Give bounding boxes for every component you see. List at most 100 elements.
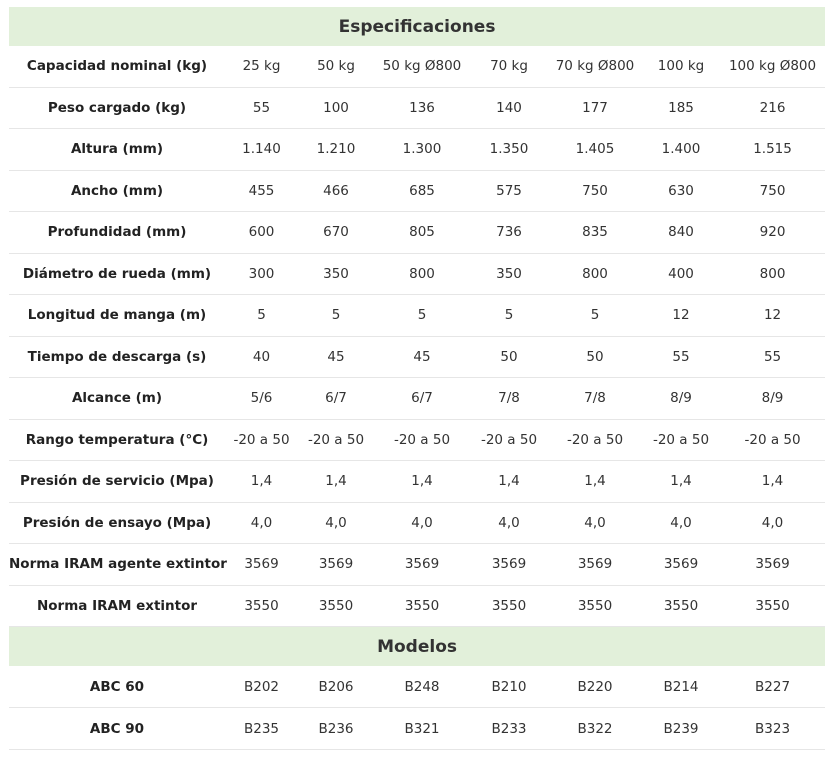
cell: 3550 bbox=[642, 585, 720, 627]
cell: 140 bbox=[470, 87, 548, 129]
cell: B214 bbox=[642, 666, 720, 708]
cell: 3569 bbox=[720, 543, 826, 586]
cell: B236 bbox=[298, 707, 374, 750]
cell: 600 bbox=[225, 211, 298, 254]
cell: 1.300 bbox=[374, 128, 470, 171]
section-title: Modelos bbox=[9, 626, 826, 666]
table-row: Presión de ensayo (Mpa) 4,0 4,0 4,0 4,0 4,0 4,… bbox=[9, 502, 826, 544]
cell: 5 bbox=[470, 294, 548, 337]
cell: B233 bbox=[470, 707, 548, 750]
cell: 4,0 bbox=[225, 502, 298, 544]
cell: 7/8 bbox=[548, 377, 642, 420]
cell: 3569 bbox=[225, 543, 298, 586]
cell: 50 bbox=[470, 336, 548, 378]
cell: 50 bbox=[548, 336, 642, 378]
row-label: Norma IRAM extintor bbox=[9, 585, 225, 627]
cell: 670 bbox=[298, 211, 374, 254]
cell: 840 bbox=[642, 211, 720, 254]
cell: 1,4 bbox=[548, 460, 642, 503]
cell: 750 bbox=[548, 170, 642, 212]
cell: 800 bbox=[720, 253, 826, 295]
cell: 3569 bbox=[548, 543, 642, 586]
cell: 3569 bbox=[470, 543, 548, 586]
cell: 1.140 bbox=[225, 128, 298, 171]
cell: 100 kg Ø800 bbox=[720, 46, 826, 88]
cell: 5/6 bbox=[225, 377, 298, 420]
cell: 55 bbox=[225, 87, 298, 129]
row-label: Presión de ensayo (Mpa) bbox=[9, 502, 225, 544]
cell: 4,0 bbox=[548, 502, 642, 544]
cell: 136 bbox=[374, 87, 470, 129]
cell: 4,0 bbox=[470, 502, 548, 544]
cell: B321 bbox=[374, 707, 470, 750]
cell: -20 a 50 bbox=[374, 419, 470, 461]
cell: B220 bbox=[548, 666, 642, 708]
row-label: Peso cargado (kg) bbox=[9, 87, 225, 129]
cell: -20 a 50 bbox=[298, 419, 374, 461]
cell: 55 bbox=[720, 336, 826, 378]
cell: 45 bbox=[374, 336, 470, 378]
cell: 1.400 bbox=[642, 128, 720, 171]
cell: 630 bbox=[642, 170, 720, 212]
table-row: Presión de servicio (Mpa) 1,4 1,4 1,4 1,4 1,4… bbox=[9, 460, 826, 503]
cell: 216 bbox=[720, 87, 826, 129]
section-header-row: Modelos bbox=[9, 626, 826, 666]
row-label: Tiempo de descarga (s) bbox=[9, 336, 225, 378]
table-row: Profundidad (mm) 600 670 805 736 835 840 920 bbox=[9, 211, 826, 254]
row-label: ABC 60 bbox=[9, 666, 225, 708]
row-label: Alcance (m) bbox=[9, 377, 225, 420]
cell: 685 bbox=[374, 170, 470, 212]
cell: 1.210 bbox=[298, 128, 374, 171]
table-body: Especificaciones Capacidad nominal (kg) 25… bbox=[9, 7, 826, 750]
cell: -20 a 50 bbox=[225, 419, 298, 461]
cell: 45 bbox=[298, 336, 374, 378]
cell: 3569 bbox=[298, 543, 374, 586]
row-label: Altura (mm) bbox=[9, 128, 225, 171]
cell: B248 bbox=[374, 666, 470, 708]
cell: 3569 bbox=[642, 543, 720, 586]
cell: 3550 bbox=[225, 585, 298, 627]
cell: 1,4 bbox=[470, 460, 548, 503]
row-label: Presión de servicio (Mpa) bbox=[9, 460, 225, 503]
cell: 3550 bbox=[470, 585, 548, 627]
cell: 185 bbox=[642, 87, 720, 129]
table-row: ABC 90 B235 B236 B321 B233 B322 B239 B323 bbox=[9, 707, 826, 750]
cell: 8/9 bbox=[720, 377, 826, 420]
cell: 4,0 bbox=[298, 502, 374, 544]
cell: 455 bbox=[225, 170, 298, 212]
cell: 100 bbox=[298, 87, 374, 129]
cell: 3550 bbox=[374, 585, 470, 627]
row-label: Ancho (mm) bbox=[9, 170, 225, 212]
cell: 1.515 bbox=[720, 128, 826, 171]
cell: 1,4 bbox=[374, 460, 470, 503]
cell: -20 a 50 bbox=[720, 419, 826, 461]
row-label: ABC 90 bbox=[9, 707, 225, 750]
cell: 466 bbox=[298, 170, 374, 212]
cell: B210 bbox=[470, 666, 548, 708]
row-label: Profundidad (mm) bbox=[9, 211, 225, 254]
cell: 5 bbox=[374, 294, 470, 337]
cell: 4,0 bbox=[642, 502, 720, 544]
cell: 1.405 bbox=[548, 128, 642, 171]
cell: 70 kg bbox=[470, 46, 548, 88]
cell: 805 bbox=[374, 211, 470, 254]
cell: B227 bbox=[720, 666, 826, 708]
cell: 4,0 bbox=[374, 502, 470, 544]
cell: 55 bbox=[642, 336, 720, 378]
cell: 3569 bbox=[374, 543, 470, 586]
cell: 7/8 bbox=[470, 377, 548, 420]
cell: 40 bbox=[225, 336, 298, 378]
cell: 25 kg bbox=[225, 46, 298, 88]
cell: -20 a 50 bbox=[642, 419, 720, 461]
cell: 350 bbox=[470, 253, 548, 295]
row-label: Longitud de manga (m) bbox=[9, 294, 225, 337]
table-row: Rango temperatura (°C) -20 a 50 -20 a 50 -2… bbox=[9, 419, 826, 461]
cell: B235 bbox=[225, 707, 298, 750]
section-header-row: Especificaciones bbox=[9, 7, 826, 46]
table-row: Alcance (m) 5/6 6/7 6/7 7/8 7/8 8/9 8/9 bbox=[9, 377, 826, 420]
cell: 1,4 bbox=[298, 460, 374, 503]
table-row: Peso cargado (kg) 55 100 136 140 177 185 216 bbox=[9, 87, 826, 129]
section-title: Especificaciones bbox=[9, 7, 826, 46]
cell: 12 bbox=[642, 294, 720, 337]
cell: 1,4 bbox=[225, 460, 298, 503]
